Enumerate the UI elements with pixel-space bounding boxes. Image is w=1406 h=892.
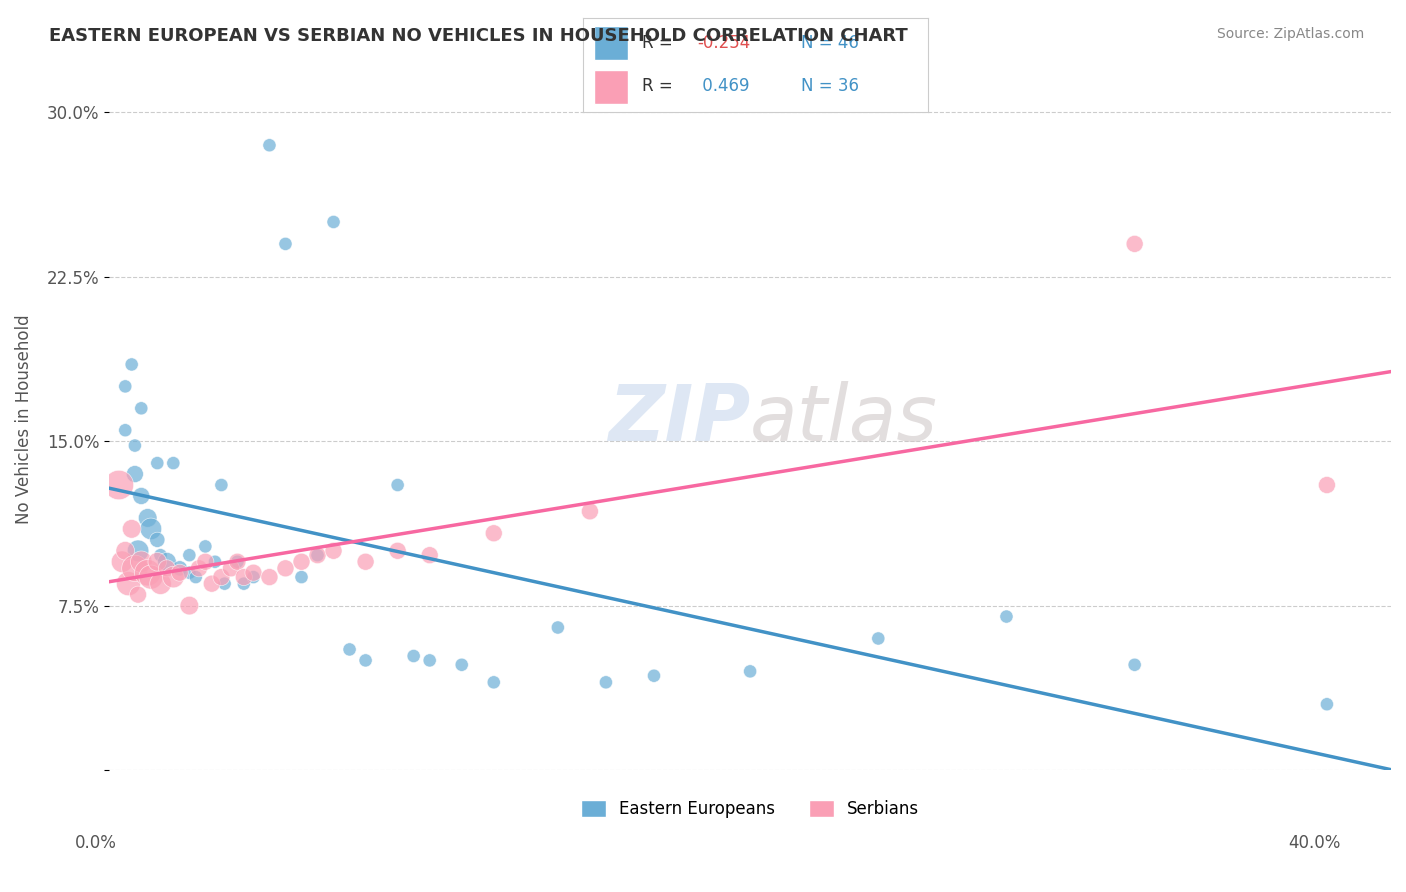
Point — [322, 543, 344, 558]
Point — [387, 478, 409, 492]
Point — [156, 555, 179, 569]
Point — [136, 566, 159, 580]
Text: Source: ZipAtlas.com: Source: ZipAtlas.com — [1216, 27, 1364, 41]
Point — [194, 540, 217, 554]
Text: -0.254: -0.254 — [697, 34, 751, 52]
Point — [114, 423, 136, 437]
Point — [162, 570, 184, 584]
Point — [547, 620, 569, 634]
Point — [219, 561, 242, 575]
Point — [1316, 478, 1339, 492]
Point — [995, 609, 1018, 624]
Point — [1123, 657, 1146, 672]
Point — [184, 570, 207, 584]
Point — [136, 511, 159, 525]
Point — [242, 570, 264, 584]
Point — [482, 675, 505, 690]
Point — [1123, 236, 1146, 251]
Point — [117, 576, 139, 591]
Point — [114, 379, 136, 393]
Point — [868, 632, 890, 646]
Point — [1316, 698, 1339, 712]
Point — [114, 543, 136, 558]
Point — [129, 489, 152, 503]
Point — [179, 599, 201, 613]
Text: 0.0%: 0.0% — [75, 834, 117, 852]
Point — [226, 555, 249, 569]
Point — [124, 561, 146, 575]
Point — [290, 570, 312, 584]
Point — [643, 669, 665, 683]
Point — [232, 576, 254, 591]
Text: N = 36: N = 36 — [800, 78, 859, 95]
Point — [162, 456, 184, 470]
Point — [595, 675, 617, 690]
Point — [307, 548, 329, 562]
Point — [188, 561, 211, 575]
Point — [307, 548, 329, 562]
Point — [322, 215, 344, 229]
Point — [111, 555, 134, 569]
Point — [121, 522, 143, 536]
Point — [129, 555, 152, 569]
Point — [274, 561, 297, 575]
Point — [579, 504, 602, 518]
Point — [179, 566, 201, 580]
Text: ZIP: ZIP — [607, 381, 751, 458]
Bar — [593, 70, 628, 104]
Point — [146, 555, 169, 569]
Point — [354, 653, 377, 667]
Point — [129, 401, 152, 416]
Text: R =: R = — [643, 34, 678, 52]
Text: N = 46: N = 46 — [800, 34, 859, 52]
Point — [339, 642, 361, 657]
Text: R =: R = — [643, 78, 678, 95]
Point — [450, 657, 472, 672]
Text: 40.0%: 40.0% — [1288, 834, 1341, 852]
Point — [242, 566, 264, 580]
Point — [127, 588, 149, 602]
Point — [209, 478, 232, 492]
Point — [402, 648, 425, 663]
Point — [124, 439, 146, 453]
Point — [149, 576, 172, 591]
Point — [194, 555, 217, 569]
Point — [740, 665, 762, 679]
Point — [156, 561, 179, 575]
Point — [139, 570, 162, 584]
Legend: Eastern Europeans, Serbians: Eastern Europeans, Serbians — [575, 793, 925, 825]
Text: EASTERN EUROPEAN VS SERBIAN NO VEHICLES IN HOUSEHOLD CORRELATION CHART: EASTERN EUROPEAN VS SERBIAN NO VEHICLES … — [49, 27, 908, 45]
Point — [124, 467, 146, 481]
Text: 0.469: 0.469 — [697, 78, 749, 95]
Point — [232, 570, 254, 584]
Point — [226, 555, 249, 569]
Point — [214, 576, 236, 591]
Point — [204, 555, 226, 569]
Point — [209, 570, 232, 584]
Point — [121, 358, 143, 372]
Point — [387, 543, 409, 558]
Point — [354, 555, 377, 569]
Point — [169, 561, 191, 575]
Point — [146, 533, 169, 547]
Point — [419, 653, 441, 667]
Point — [149, 548, 172, 562]
Text: atlas: atlas — [751, 381, 938, 458]
Point — [139, 522, 162, 536]
Point — [169, 566, 191, 580]
Point — [259, 570, 281, 584]
Point — [274, 236, 297, 251]
Point — [179, 548, 201, 562]
Point — [419, 548, 441, 562]
Point — [108, 478, 131, 492]
Point — [127, 543, 149, 558]
Point — [482, 526, 505, 541]
Point — [290, 555, 312, 569]
Y-axis label: No Vehicles in Household: No Vehicles in Household — [15, 315, 32, 524]
Point — [259, 138, 281, 153]
Bar — [593, 26, 628, 60]
Point — [201, 576, 224, 591]
Point — [146, 456, 169, 470]
